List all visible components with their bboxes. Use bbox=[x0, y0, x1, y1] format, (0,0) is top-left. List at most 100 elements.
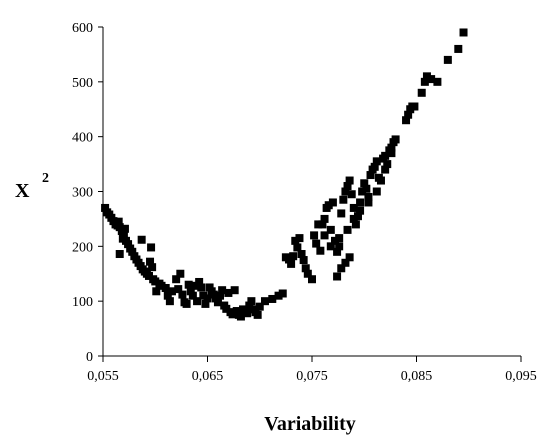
data-point bbox=[253, 310, 262, 319]
data-point bbox=[364, 198, 373, 207]
data-point bbox=[148, 263, 157, 272]
x-axis-title: Variability bbox=[264, 413, 356, 435]
data-point bbox=[345, 253, 354, 262]
y-tick-label: 0 bbox=[86, 350, 93, 365]
x-tick-label: 0,085 bbox=[401, 369, 433, 384]
data-point bbox=[228, 310, 237, 319]
data-point bbox=[366, 171, 375, 180]
data-point bbox=[351, 220, 360, 229]
data-point bbox=[295, 234, 304, 243]
data-point bbox=[137, 235, 146, 244]
plot-layer: 0 100 200 300 400 500 600 0,055 0,065 0,075 0,085 0… bbox=[72, 21, 537, 384]
data-point bbox=[274, 291, 283, 300]
y-axis-title: X 2 bbox=[15, 171, 49, 202]
data-point bbox=[289, 252, 298, 261]
data-point bbox=[402, 116, 411, 125]
data-point bbox=[222, 304, 231, 313]
data-point bbox=[381, 151, 390, 160]
data-point bbox=[383, 160, 392, 169]
data-point bbox=[326, 225, 335, 234]
data-point bbox=[119, 230, 128, 239]
data-point bbox=[341, 258, 350, 267]
data-point bbox=[255, 302, 264, 311]
data-point bbox=[188, 291, 197, 300]
data-point bbox=[128, 247, 137, 256]
data-point bbox=[372, 157, 381, 166]
data-point bbox=[157, 281, 166, 290]
data-point bbox=[285, 255, 294, 264]
data-point bbox=[190, 281, 199, 290]
data-point bbox=[314, 220, 323, 229]
y-tick-label: 200 bbox=[72, 240, 93, 255]
data-point bbox=[278, 289, 287, 298]
data-point bbox=[167, 287, 176, 296]
data-point bbox=[161, 284, 170, 293]
data-point bbox=[362, 184, 371, 193]
data-point bbox=[320, 231, 329, 240]
data-point bbox=[349, 203, 358, 212]
data-point bbox=[174, 285, 183, 294]
data-point bbox=[199, 291, 208, 300]
data-point bbox=[243, 309, 252, 318]
data-point bbox=[410, 102, 419, 111]
data-point bbox=[343, 225, 352, 234]
data-point bbox=[224, 288, 233, 297]
y-tick-label: 100 bbox=[72, 295, 93, 310]
data-point bbox=[343, 182, 352, 191]
data-point bbox=[163, 291, 172, 300]
data-point bbox=[301, 264, 310, 273]
x-tick-label: 0,095 bbox=[505, 369, 537, 384]
y-tick-label: 300 bbox=[72, 186, 93, 201]
data-point bbox=[381, 165, 390, 174]
data-point bbox=[330, 236, 339, 245]
data-point bbox=[337, 209, 346, 218]
data-point bbox=[328, 198, 337, 207]
data-point bbox=[245, 301, 254, 310]
data-point bbox=[203, 294, 212, 303]
data-point bbox=[312, 239, 321, 248]
data-point bbox=[291, 236, 300, 245]
data-point bbox=[201, 299, 210, 308]
data-point bbox=[165, 297, 174, 306]
data-point bbox=[370, 162, 379, 171]
data-point bbox=[247, 297, 256, 306]
data-point bbox=[320, 214, 329, 223]
data-point bbox=[184, 280, 193, 289]
data-point bbox=[422, 72, 431, 81]
data-point bbox=[417, 88, 426, 97]
data-point bbox=[404, 110, 413, 119]
data-point bbox=[358, 187, 367, 196]
data-point bbox=[335, 234, 344, 243]
y-tick-label: 500 bbox=[72, 76, 93, 91]
data-point bbox=[337, 264, 346, 273]
data-point bbox=[391, 135, 400, 144]
data-point bbox=[333, 272, 342, 281]
data-point bbox=[213, 298, 222, 307]
data-point bbox=[364, 192, 373, 201]
data-point bbox=[427, 75, 436, 84]
y-axis-label-superscript: 2 bbox=[42, 171, 49, 186]
data-point bbox=[454, 44, 463, 53]
y-axis-label-main: X bbox=[15, 180, 30, 202]
data-point bbox=[146, 257, 155, 266]
data-point bbox=[356, 206, 365, 215]
data-point bbox=[176, 269, 185, 278]
data-point bbox=[372, 187, 381, 196]
data-point bbox=[339, 195, 348, 204]
data-point bbox=[420, 77, 429, 86]
data-point bbox=[216, 291, 225, 300]
data-point bbox=[236, 312, 245, 321]
data-point bbox=[147, 243, 156, 252]
data-point bbox=[120, 224, 129, 233]
data-point bbox=[297, 250, 306, 259]
data-point bbox=[316, 246, 325, 255]
x-tick-label: 0,055 bbox=[87, 369, 119, 384]
x-tick-label: 0,065 bbox=[192, 369, 224, 384]
data-point bbox=[152, 287, 161, 296]
data-point bbox=[178, 290, 187, 299]
data-point bbox=[318, 220, 327, 229]
y-tick-label: 600 bbox=[72, 21, 93, 36]
y-tick-label: 400 bbox=[72, 131, 93, 146]
data-point bbox=[347, 190, 356, 199]
